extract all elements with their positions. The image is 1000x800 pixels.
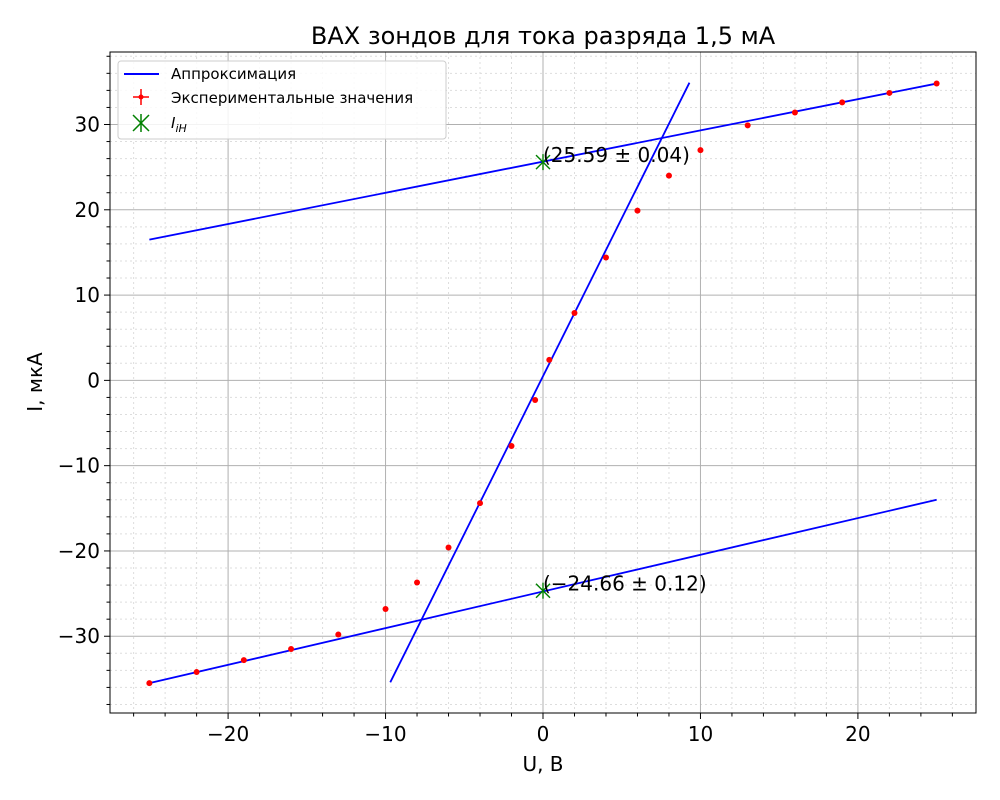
minor-grid xyxy=(110,52,976,713)
legend-ion-current-swatch xyxy=(132,114,150,132)
data-point xyxy=(744,122,751,129)
x-tick-label: −10 xyxy=(364,722,406,746)
data-point xyxy=(839,99,846,106)
data-point xyxy=(445,544,452,551)
ion-current-marker xyxy=(535,582,551,599)
legend: Аппроксимация Экспериментальные значения… xyxy=(117,60,447,140)
data-point xyxy=(571,309,578,316)
legend-box xyxy=(117,60,447,140)
data-point xyxy=(886,89,893,96)
experimental-points xyxy=(146,80,940,687)
data-point xyxy=(791,109,798,116)
x-tick-label: 0 xyxy=(537,722,550,746)
annotation-label: (25.59 ± 0.04) xyxy=(543,143,690,167)
data-point xyxy=(477,500,484,507)
y-tick-label: −20 xyxy=(58,539,100,563)
y-tick-label: −10 xyxy=(58,454,100,478)
annotations: (25.59 ± 0.04) (−24.66 ± 0.12) xyxy=(543,143,707,596)
x-tick-label: 20 xyxy=(845,722,870,746)
major-grid xyxy=(110,52,976,713)
legend-experimental-swatch xyxy=(133,89,149,105)
data-point xyxy=(146,680,153,687)
x-tick-label: 10 xyxy=(688,722,713,746)
data-point xyxy=(382,605,389,612)
fit-line xyxy=(389,82,691,683)
data-point xyxy=(532,396,539,403)
data-point xyxy=(193,669,200,676)
x-axis-label: U, В xyxy=(522,752,563,776)
y-tick-label: 20 xyxy=(75,198,100,222)
data-point xyxy=(634,207,641,214)
legend-experimental-label: Экспериментальные значения xyxy=(171,89,413,107)
data-point xyxy=(240,657,247,664)
data-point xyxy=(546,356,553,363)
chart-title: ВАХ зондов для тока разряда 1,5 мА xyxy=(311,22,776,50)
axis-ticks: −20 −10 0 10 20 −30 −20 −10 0 10 20 30 xyxy=(58,55,953,746)
y-axis-label: I, мкА xyxy=(23,352,47,412)
y-tick-label: 10 xyxy=(75,283,100,307)
data-point xyxy=(602,254,609,261)
legend-fit-label: Аппроксимация xyxy=(171,65,296,83)
legend-ion-current-label: IiН xyxy=(171,114,187,135)
annotation-label: (−24.66 ± 0.12) xyxy=(543,572,707,596)
data-point xyxy=(665,172,672,179)
y-tick-label: −30 xyxy=(58,624,100,648)
ion-current-markers xyxy=(535,154,551,599)
data-point xyxy=(335,631,342,638)
y-tick-label: 0 xyxy=(87,368,100,392)
x-tick-label: −20 xyxy=(207,722,249,746)
data-point xyxy=(697,147,704,154)
data-point xyxy=(933,80,940,87)
y-tick-label: 30 xyxy=(75,112,100,136)
data-point xyxy=(288,646,295,653)
data-point xyxy=(414,579,421,586)
data-point xyxy=(508,443,515,450)
ion-current-marker xyxy=(535,154,551,171)
